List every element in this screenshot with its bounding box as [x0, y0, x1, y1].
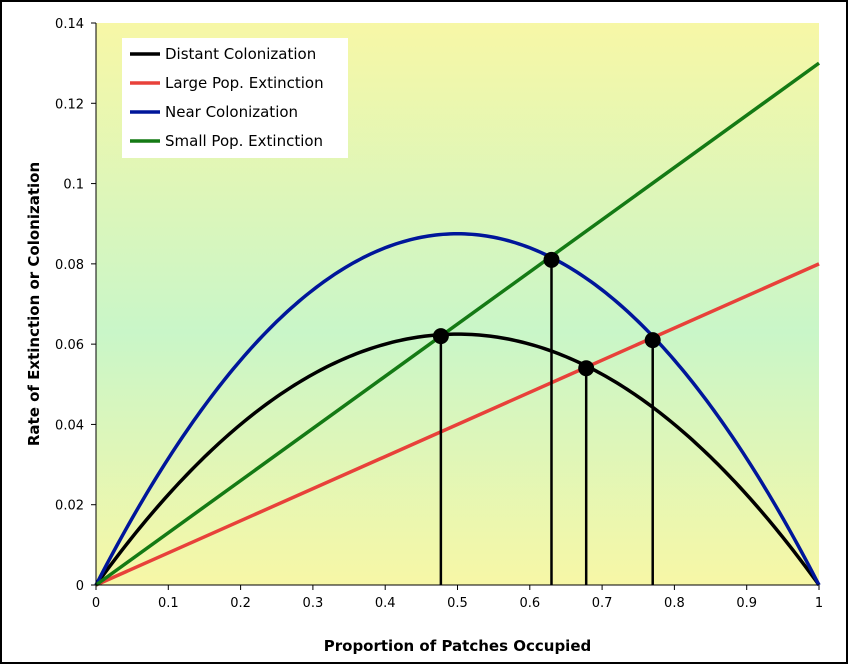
y-axis-title: Rate of Extinction or Colonization [25, 162, 43, 446]
y-tick-label: 0.08 [55, 258, 84, 273]
series-line-large-pop-extinction [95, 262, 820, 587]
legend: Distant Colonization Large Pop. Extinctio… [122, 38, 348, 158]
tick-labels: 0 0.1 0.2 0.3 0.4 0.5 0.6 0.7 0.8 0.9 1 0 0.02 0.04 0.… [55, 17, 823, 611]
x-tick-label: 1 [815, 596, 823, 611]
series-line-near-colonization [94, 231, 821, 586]
y-tick-label: 0.1 [63, 178, 84, 193]
series-line-small-pop-extinction [94, 61, 821, 587]
y-tick-label: 0.12 [55, 97, 84, 112]
series-line-distant-colonization [94, 332, 821, 587]
legend-label-distant-colonization: Distant Colonization [165, 45, 316, 63]
legend-label-large-pop-extinction: Large Pop. Extinction [165, 74, 324, 92]
axes [91, 22, 820, 590]
equilibrium-point-4 [644, 332, 661, 349]
y-tick-label: 0.06 [55, 338, 84, 353]
equilibrium-point-3 [578, 360, 595, 377]
y-tick-label: 0.04 [55, 418, 84, 433]
legend-label-near-colonization: Near Colonization [165, 103, 298, 121]
x-tick-label: 0.7 [592, 596, 613, 611]
x-tick-label: 0.6 [519, 596, 540, 611]
y-tick-label: 0.14 [55, 17, 84, 32]
x-tick-label: 0.2 [230, 596, 251, 611]
y-tick-label: 0.02 [55, 499, 84, 514]
x-tick-label: 0.3 [303, 596, 324, 611]
equilibrium-point-2 [543, 251, 560, 268]
x-tick-label: 0 [92, 596, 100, 611]
legend-box [122, 38, 348, 158]
equilibrium-point-1 [432, 328, 449, 345]
equilibrium-points [432, 251, 661, 377]
legend-label-small-pop-extinction: Small Pop. Extinction [165, 132, 323, 150]
x-tick-label: 0.8 [664, 596, 685, 611]
x-axis-title: Proportion of Patches Occupied [324, 637, 592, 655]
x-tick-label: 0.5 [447, 596, 468, 611]
series-layer [94, 61, 821, 587]
y-tick-label: 0 [76, 579, 84, 594]
equilibrium-drop-lines [439, 259, 654, 585]
x-tick-label: 0.9 [736, 596, 757, 611]
x-tick-label: 0.4 [375, 596, 396, 611]
x-tick-label: 0.1 [158, 596, 179, 611]
